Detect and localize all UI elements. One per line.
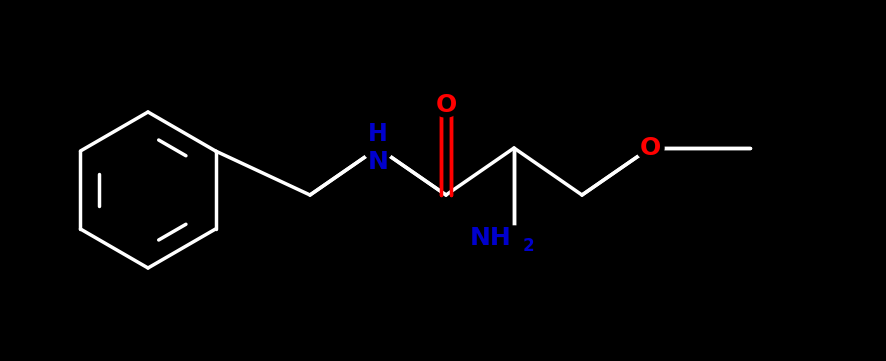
Text: H: H	[368, 122, 388, 146]
Ellipse shape	[432, 93, 460, 117]
Text: NH: NH	[470, 226, 512, 250]
Text: 2: 2	[522, 237, 533, 255]
Ellipse shape	[363, 135, 393, 161]
Ellipse shape	[636, 136, 664, 160]
Ellipse shape	[492, 226, 536, 250]
Text: O: O	[435, 93, 456, 117]
Text: O: O	[640, 136, 661, 160]
Text: N: N	[368, 150, 388, 174]
